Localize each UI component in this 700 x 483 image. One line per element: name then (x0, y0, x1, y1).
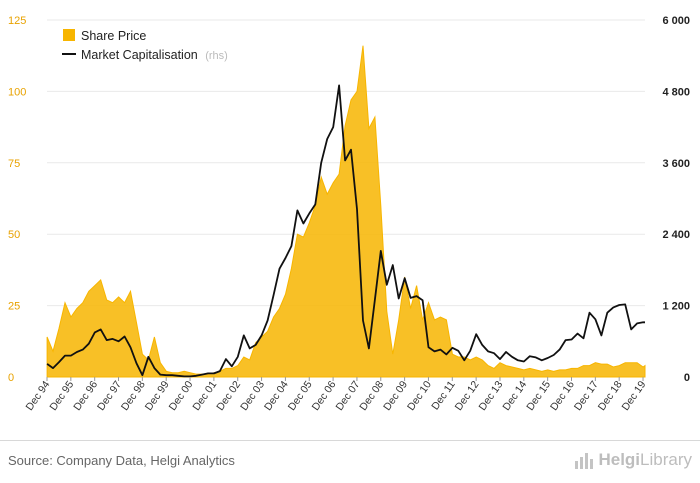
legend-market-cap-label: Market Capitalisation (rhs) (81, 48, 228, 62)
market-cap-line (46, 84, 645, 378)
share-price-area (46, 45, 646, 378)
left-axis: 0 25 50 75 100 125 (8, 15, 26, 384)
right-tick-label: 3 600 (662, 158, 690, 170)
legend-market-cap-suffix: (rhs) (205, 50, 228, 62)
legend-share-price-swatch (63, 29, 75, 41)
share-price-area-layer (46, 45, 646, 378)
right-tick-label: 4 800 (662, 86, 690, 98)
brand-logo: HelgiLibrary (575, 450, 692, 470)
market-cap-line-layer (46, 84, 645, 378)
legend: Share Price Market Capitalisation (rhs) (62, 29, 228, 62)
brand-name: HelgiLibrary (598, 450, 692, 469)
left-tick-label: 75 (8, 158, 20, 170)
right-tick-label: 2 400 (662, 229, 690, 241)
left-tick-label: 125 (8, 15, 26, 27)
bar-chart-icon (575, 451, 594, 469)
left-tick-label: 50 (8, 229, 20, 241)
right-tick-label: 6 000 (662, 15, 690, 27)
x-tick-label: Dec 10 (405, 379, 434, 413)
left-tick-label: 100 (8, 86, 26, 98)
left-tick-label: 25 (8, 301, 20, 313)
right-tick-label: 0 (684, 372, 690, 384)
legend-share-price-label: Share Price (81, 29, 146, 43)
right-axis: 0 1 200 2 400 3 600 4 800 6 000 (662, 15, 690, 384)
right-tick-label: 1 200 (662, 301, 690, 313)
x-tick-label: Dec 19 (620, 379, 649, 413)
footer: Source: Company Data, Helgi Analytics He… (0, 440, 700, 483)
chart: 0 25 50 75 100 125 0 1 200 2 400 3 600 4 800 6 000… (8, 15, 690, 413)
legend-market-cap-name: Market Capitalisation (81, 48, 198, 62)
left-tick-label: 0 (8, 372, 14, 384)
source-note: Source: Company Data, Helgi Analytics (8, 453, 235, 468)
